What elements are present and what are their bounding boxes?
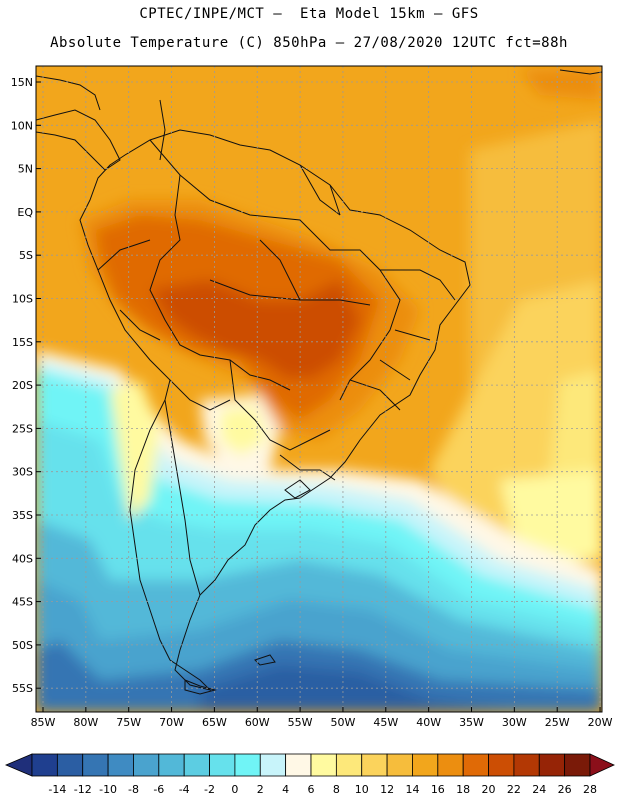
lon-label: 55W (288, 716, 313, 729)
colorbar-swatch (488, 753, 515, 777)
lat-label: 30S (12, 466, 33, 479)
longitude-axis: 85W 80W 75W 70W 65W 60W 55W 50W 45W 40W 35W 30W 25W 2… (31, 707, 613, 729)
colorbar-swatch (285, 753, 312, 777)
colorbar-swatch (107, 753, 134, 777)
lat-label: 20S (12, 379, 33, 392)
colorbar-label: -8 (128, 783, 139, 796)
lon-label: 20W (588, 716, 613, 729)
colorbar-label: 18 (456, 783, 470, 796)
temperature-field (36, 66, 602, 712)
title-line-2: Absolute Temperature (C) 850hPa – 27/08/… (50, 35, 568, 51)
map-frame (35, 65, 603, 713)
colorbar-swatch (437, 753, 464, 777)
colorbar-swatch (56, 753, 84, 777)
lat-label: 40S (12, 552, 33, 565)
lat-label: 55S (12, 682, 33, 695)
colorbar-swatch (183, 753, 210, 777)
colorbar-swatch (462, 753, 489, 777)
lon-label: 40W (416, 716, 441, 729)
lon-label: 35W (459, 716, 484, 729)
colorbar-label: -10 (99, 783, 117, 796)
colorbar-label: 0 (231, 783, 238, 796)
lat-label: 50S (12, 639, 33, 652)
lat-lon-grid (36, 66, 602, 712)
colorbar-label: 4 (282, 783, 289, 796)
colorbar-swatch (412, 753, 439, 777)
colorbar-label: -2 (204, 783, 215, 796)
lon-label: 75W (116, 716, 141, 729)
lon-label: 65W (202, 716, 227, 729)
latitude-axis: 15N 10N 5N EQ 5S 10S 15S 20S 25S 30S 35S 40S 45S 50S 5… (11, 76, 41, 695)
colorbar-label: 22 (507, 783, 521, 796)
colorbar-swatch (564, 753, 591, 777)
colorbar-swatch (335, 753, 363, 777)
lon-label: 60W (245, 716, 270, 729)
lat-label: EQ (17, 206, 33, 219)
colorbar-label: 20 (482, 783, 496, 796)
colorbar-swatch (513, 753, 540, 777)
colorbar-swatch (538, 753, 566, 777)
colorbar-label: -14 (48, 783, 66, 796)
colorbar-label: 26 (558, 783, 572, 796)
lon-label: 70W (159, 716, 184, 729)
colorbar-label: 28 (583, 783, 597, 796)
colorbar-swatch (82, 753, 109, 777)
lon-label: 50W (331, 716, 356, 729)
lat-label: 5S (19, 249, 33, 262)
lat-label: 15N (11, 76, 33, 89)
colorbar-swatch (259, 753, 287, 777)
colorbar-label: 10 (355, 783, 369, 796)
lat-label: 15S (12, 336, 33, 349)
colorbar-swatch (209, 753, 236, 777)
colorbar-label: 6 (308, 783, 315, 796)
colorbar-label: 14 (405, 783, 419, 796)
lon-label: 30W (502, 716, 527, 729)
colorbar-swatch (133, 753, 160, 777)
colorbar-label: 24 (532, 783, 546, 796)
colorbar-right-cap (589, 753, 615, 777)
colorbar-label: 8 (333, 783, 340, 796)
colorbar-swatch (234, 753, 261, 777)
lon-label: 80W (73, 716, 98, 729)
lat-label: 10S (12, 293, 33, 306)
colorbar-swatch (310, 753, 337, 777)
colorbar-label: -4 (179, 783, 190, 796)
colorbar-label: -6 (153, 783, 164, 796)
colorbar-swatch (31, 753, 58, 777)
colorbar-swatch (361, 753, 388, 777)
lon-label: 85W (31, 716, 56, 729)
title-line-1: CPTEC/INPE/MCT – Eta Model 15km – GFS (139, 6, 479, 22)
lat-label: 25S (12, 422, 33, 435)
lat-label: 10N (11, 119, 33, 132)
colorbar-label: 12 (380, 783, 394, 796)
lon-label: 25W (545, 716, 570, 729)
colorbar-label: 2 (257, 783, 264, 796)
colorbar-label: -12 (74, 783, 92, 796)
colorbar: -14 -12 -10 -8 -6 -4 -2 0 2 4 6 8 10 12 14 16 18 20 22 24 26… (4, 753, 615, 796)
colorbar-swatch (158, 753, 185, 777)
lat-label: 5N (18, 163, 33, 176)
lat-label: 45S (12, 596, 33, 609)
lat-label: 35S (12, 509, 33, 522)
colorbar-left-cap (4, 753, 33, 777)
colorbar-swatch (386, 753, 413, 777)
colorbar-label: 16 (431, 783, 445, 796)
lon-label: 45W (373, 716, 398, 729)
